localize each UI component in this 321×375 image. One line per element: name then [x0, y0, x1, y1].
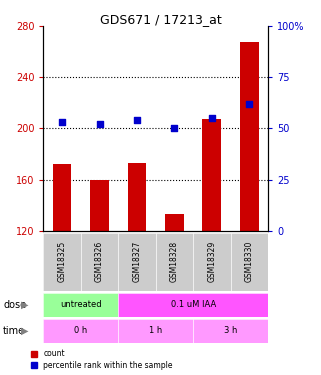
Text: time: time	[3, 326, 25, 336]
Text: GSM18329: GSM18329	[207, 241, 216, 282]
Text: GSM18326: GSM18326	[95, 241, 104, 282]
Text: GSM18328: GSM18328	[170, 241, 179, 282]
Text: dose: dose	[3, 300, 26, 310]
Text: 0 h: 0 h	[74, 326, 87, 335]
Point	[59, 119, 65, 125]
Text: ▶: ▶	[21, 300, 29, 310]
Point	[134, 117, 140, 123]
Bar	[53, 164, 71, 375]
Bar	[127, 163, 146, 375]
Text: 0.1 uM IAA: 0.1 uM IAA	[170, 300, 216, 309]
Bar	[165, 214, 184, 375]
Bar	[90, 180, 109, 375]
Point	[97, 122, 102, 128]
Text: ▶: ▶	[21, 326, 29, 336]
Point	[172, 125, 177, 132]
Text: GSM18330: GSM18330	[245, 241, 254, 282]
Text: GSM18325: GSM18325	[57, 241, 66, 282]
Text: 3 h: 3 h	[224, 326, 237, 335]
Text: 1 h: 1 h	[149, 326, 162, 335]
Point	[247, 101, 252, 107]
Text: untreated: untreated	[60, 300, 102, 309]
Point	[209, 115, 214, 121]
Text: GSM18327: GSM18327	[133, 241, 142, 282]
Text: GDS671 / 17213_at: GDS671 / 17213_at	[100, 13, 221, 26]
Bar	[240, 42, 259, 375]
Legend: count, percentile rank within the sample: count, percentile rank within the sample	[30, 348, 174, 371]
Bar	[203, 120, 221, 375]
